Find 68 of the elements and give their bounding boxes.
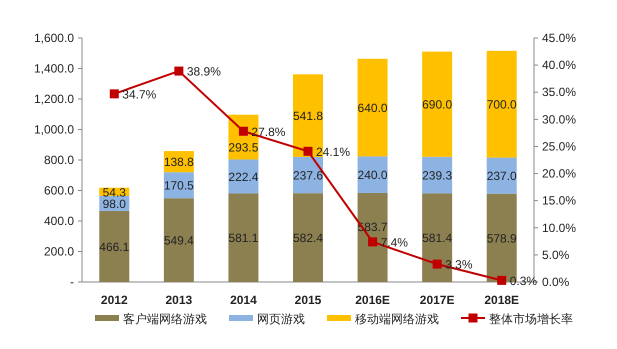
data-label: 239.3: [422, 168, 452, 183]
y-tick-label: 200.0: [44, 244, 74, 258]
x-tick-label: 2016E: [355, 293, 390, 307]
data-label: 293.5: [228, 140, 259, 155]
y2-tick-label: 40.0%: [542, 58, 576, 72]
legend-label: 网页游戏: [257, 312, 305, 326]
data-label: 578.9: [486, 231, 518, 246]
x-tick-label: 2014: [230, 293, 258, 307]
point: [110, 89, 119, 98]
y2-tick-label: 20.0%: [542, 166, 576, 181]
y-tick-label: 400.0: [44, 214, 74, 228]
data-label: 541.8: [292, 109, 324, 124]
data-label: 237.6: [292, 168, 324, 183]
y-tick-label: 1,400.0: [34, 62, 74, 76]
data-label: 549.4: [164, 234, 194, 248]
data-label: 237.0: [486, 169, 518, 184]
data-label: 466.1: [99, 240, 130, 254]
data-label: 582.4: [292, 231, 324, 246]
point: [497, 276, 506, 285]
data-label: 34.7%: [122, 87, 157, 102]
bar: [164, 198, 194, 282]
legend-label: 客户端网络游戏: [123, 312, 207, 326]
legend-label: 移动端网络游戏: [355, 312, 439, 326]
point: [238, 126, 248, 136]
bar: [228, 193, 258, 282]
legend-label: 整体市场增长率: [489, 312, 573, 326]
y2-tick-label: 5.0%: [542, 248, 570, 262]
data-label: 690.0: [422, 98, 452, 112]
data-label: 54.3: [102, 185, 126, 200]
data-label: 138.8: [164, 155, 194, 170]
data-label: 581.1: [228, 231, 259, 246]
y-tick-label: -: [70, 275, 74, 289]
y-tick-label: 1,000.0: [34, 122, 74, 136]
x-tick-label: 2018E: [484, 293, 520, 307]
bar: [358, 58, 388, 156]
y-tick-label: 1,600.0: [34, 31, 74, 45]
y2-tick-label: 35.0%: [542, 85, 576, 100]
y2-tick-label: 25.0%: [542, 139, 576, 154]
x-tick-label: 2012: [100, 293, 128, 307]
point: [174, 66, 184, 76]
data-label: 240.0: [358, 168, 388, 182]
data-label: 0.3%: [510, 274, 538, 288]
y2-tick-label: 15.0%: [542, 194, 576, 208]
data-label: 700.0: [486, 98, 518, 112]
data-label: 38.9%: [186, 64, 222, 79]
y2-tick-label: 0.0%: [542, 275, 570, 289]
data-label: 581.4: [422, 231, 452, 246]
y2-tick-label: 45.0%: [542, 31, 576, 45]
y-tick-label: 1,200.0: [34, 92, 74, 106]
x-tick-label: 2017E: [420, 293, 454, 307]
point: [432, 260, 442, 269]
y2-tick-label: 30.0%: [542, 112, 576, 126]
y-tick-label: 800.0: [44, 153, 74, 167]
bar: [293, 193, 323, 282]
y-tick-label: 600.0: [44, 184, 74, 198]
point: [368, 237, 378, 246]
data-label: 98.0: [102, 196, 126, 211]
bar: [486, 50, 517, 158]
y2-tick-label: 10.0%: [542, 220, 576, 235]
bar: [99, 210, 130, 282]
data-label: 222.4: [228, 170, 259, 184]
point: [304, 146, 312, 156]
bar: [422, 52, 452, 157]
bar: [228, 159, 258, 194]
data-label: 640.0: [358, 101, 388, 116]
x-tick-label: 2013: [166, 293, 193, 307]
x-tick-label: 2015: [294, 293, 322, 307]
data-label: 170.5: [164, 178, 194, 193]
